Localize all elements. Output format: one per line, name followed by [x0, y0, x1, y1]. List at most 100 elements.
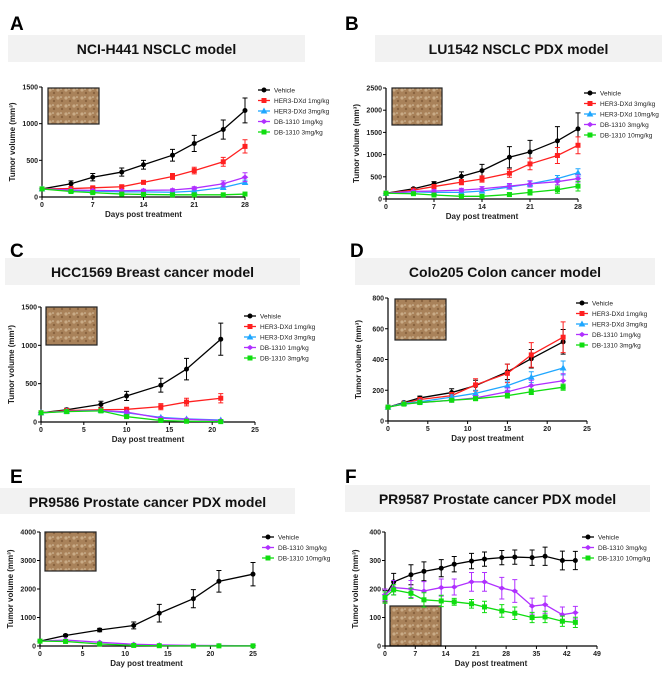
y-tick-label: 1500 — [366, 130, 382, 137]
data-point — [98, 408, 104, 414]
legend-marker — [247, 355, 253, 361]
data-point — [512, 554, 518, 560]
y-tick-label: 2000 — [20, 587, 36, 594]
y-tick-label: 1000 — [22, 121, 38, 128]
series-line — [39, 640, 253, 647]
y-tick-label: 4000 — [20, 530, 36, 537]
data-point — [527, 149, 533, 155]
y-axis-label: Tumor volume (mm³) — [8, 102, 17, 181]
data-point — [482, 556, 488, 562]
data-point — [479, 168, 485, 174]
chart-title: Colo205 Colon cancer model — [409, 264, 601, 280]
title-banner — [345, 485, 650, 512]
data-point — [572, 610, 579, 616]
series-db-1310-3mg-kg — [381, 571, 579, 623]
data-point — [438, 565, 444, 571]
data-point — [560, 334, 566, 340]
data-point — [449, 397, 455, 403]
x-tick-label: 15 — [166, 427, 174, 434]
legend-label: DB-1310 1mg/kg — [274, 119, 323, 126]
legend-label: HER3-DXd 3mg/kg — [274, 108, 330, 115]
title-banner — [0, 488, 295, 514]
y-tick-label: 500 — [26, 158, 38, 165]
data-point — [506, 170, 512, 176]
data-point — [408, 572, 414, 578]
y-tick-label: 2500 — [366, 86, 382, 93]
series-line — [387, 386, 564, 408]
legend-marker — [587, 101, 593, 106]
data-point — [482, 604, 488, 610]
data-point — [191, 140, 197, 146]
chart-title: HCC1569 Breast cancer model — [51, 264, 254, 280]
data-point — [504, 393, 510, 399]
data-point — [458, 179, 464, 185]
x-tick-label: 20 — [208, 427, 216, 434]
x-axis-label: Day post treatment — [446, 212, 519, 221]
data-point — [410, 191, 416, 197]
legend-label: DB-1310 1mg/kg — [260, 345, 309, 352]
x-tick-label: 15 — [164, 651, 172, 658]
legend-marker — [579, 342, 585, 348]
legend-label: Vehicle — [278, 534, 299, 541]
data-point — [37, 638, 43, 644]
legend-marker — [579, 311, 585, 316]
legend-marker — [247, 313, 253, 319]
ihc-inset-image — [389, 605, 442, 647]
ihc-inset-image — [47, 87, 100, 125]
data-point — [391, 587, 397, 593]
data-point — [90, 190, 96, 196]
data-point — [528, 603, 536, 609]
legend-label: Vehicle — [274, 87, 295, 94]
x-axis-label: Day post treatment — [112, 435, 185, 444]
x-tick-label: 7 — [91, 202, 95, 209]
legend-marker — [264, 544, 272, 551]
data-point — [220, 192, 226, 198]
y-tick-label: 400 — [372, 357, 384, 364]
data-point — [506, 192, 512, 198]
data-point — [575, 183, 581, 189]
x-tick-label: 5 — [82, 427, 86, 434]
x-tick-label: 25 — [249, 651, 257, 658]
y-tick-label: 1000 — [20, 615, 36, 622]
data-point — [385, 404, 391, 410]
legend-label: HER3-DXd 3mg/kg — [592, 321, 648, 328]
data-point — [572, 558, 578, 563]
data-point — [90, 174, 96, 180]
x-tick-label: 21 — [190, 202, 198, 209]
y-tick-label: 600 — [372, 326, 384, 333]
data-point — [64, 409, 70, 415]
legend-label: DB-1310 3mg/kg — [260, 355, 309, 362]
x-tick-label: 21 — [472, 651, 480, 658]
data-point — [554, 138, 560, 144]
legend-marker — [261, 129, 267, 135]
y-tick-label: 200 — [372, 388, 384, 395]
legend-marker — [586, 121, 594, 128]
series-db-1310-3mg-kg — [385, 383, 566, 410]
x-axis-label: Days post treatment — [105, 210, 182, 219]
data-point — [218, 336, 224, 342]
y-tick-label: 800 — [372, 296, 384, 303]
legend-marker — [260, 118, 268, 125]
data-point — [218, 395, 224, 401]
data-point — [158, 382, 164, 388]
data-point — [63, 638, 69, 644]
data-point — [450, 584, 458, 590]
data-point — [421, 568, 427, 574]
data-point — [98, 401, 104, 407]
data-point — [141, 191, 146, 197]
legend-marker — [578, 320, 586, 327]
data-point — [169, 187, 176, 193]
data-point — [401, 401, 407, 407]
series-line — [387, 341, 564, 408]
legend-label: Vehicle — [600, 90, 621, 97]
x-tick-label: 14 — [442, 651, 450, 658]
data-point — [504, 382, 511, 389]
data-point — [559, 364, 567, 371]
data-point — [512, 610, 518, 616]
y-tick-label: 200 — [369, 587, 381, 594]
legend-label: HER3-DXd 1mg/kg — [260, 324, 316, 331]
x-tick-label: 28 — [574, 204, 582, 211]
x-tick-label: 7 — [432, 204, 436, 211]
series-line — [39, 573, 254, 642]
legend-marker — [247, 324, 253, 329]
